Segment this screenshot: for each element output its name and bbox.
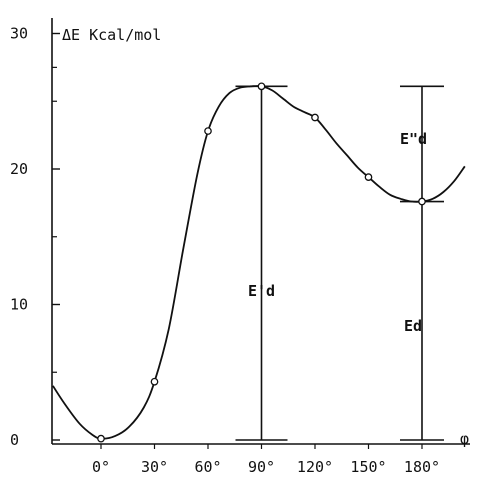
data-point <box>364 173 373 181</box>
x-tick-label-0: 0° <box>92 458 110 476</box>
x-tick-label-90: 90° <box>248 458 275 476</box>
y-tick-label-30: 30 <box>10 25 28 43</box>
data-point <box>97 434 105 443</box>
x-tick-label-120: 120° <box>297 458 333 476</box>
annotation-ed-prime: E'd <box>248 282 275 300</box>
annotation-ed-double-prime: E"d <box>400 130 427 148</box>
x-tick-label-30: 30° <box>141 458 168 476</box>
x-tick-label-180: 180° <box>404 458 440 476</box>
data-point <box>257 82 266 91</box>
y-axis-label: ΔE Kcal/mol <box>62 26 161 44</box>
data-point <box>311 113 319 122</box>
x-tick-label-60: 60° <box>194 458 221 476</box>
data-points <box>97 82 426 443</box>
y-tick-label-10: 10 <box>10 296 28 314</box>
y-tick-label-0: 0 <box>10 431 19 449</box>
data-point <box>204 127 212 135</box>
y-tick-label-20: 20 <box>10 160 28 178</box>
data-point <box>418 197 426 206</box>
x-axis-label: φ <box>460 430 469 448</box>
tick-labels: 0 10 20 30 0° 30° 60° 90° 120° 150° 180° <box>10 25 440 477</box>
energy-curve <box>52 85 466 440</box>
axes <box>51 18 470 449</box>
data-point <box>150 377 159 386</box>
x-tick-label-150: 150° <box>350 458 386 476</box>
annotation-ed: Ed <box>404 317 422 335</box>
